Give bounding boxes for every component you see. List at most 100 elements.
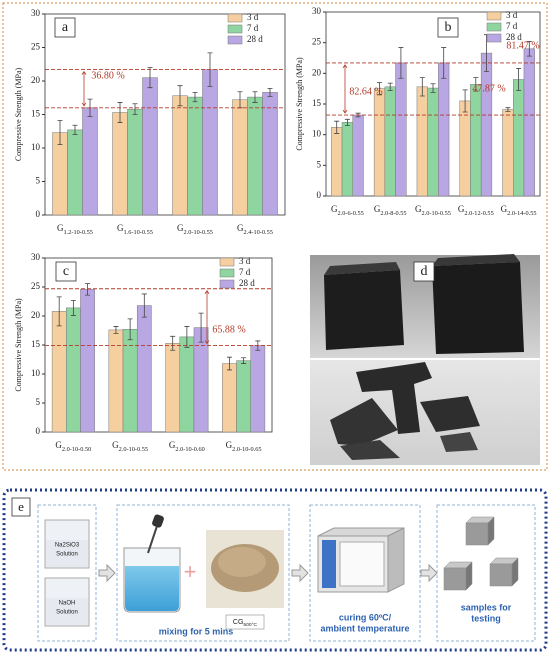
step-label: mixing for 5 mins xyxy=(159,626,234,636)
y-tick-label: 5 xyxy=(36,397,41,407)
legend-swatch xyxy=(219,279,235,289)
bar xyxy=(250,345,266,433)
bar xyxy=(179,336,195,433)
y-tick-label: 20 xyxy=(312,67,322,77)
legend-label: 28 d xyxy=(506,32,522,42)
error-bar xyxy=(344,118,350,126)
bar xyxy=(236,360,251,433)
annotation: 65.88 % xyxy=(212,324,245,335)
legend-swatch xyxy=(227,24,243,34)
error-bar xyxy=(57,120,63,146)
error-bar xyxy=(85,283,91,296)
error-bar xyxy=(387,82,393,91)
annotation: 82.64 % xyxy=(349,86,382,97)
y-tick-label: 30 xyxy=(31,252,41,262)
solution-name: Na2SiO3 xyxy=(55,543,80,549)
annotation: 36.80 % xyxy=(91,70,124,81)
error-bar xyxy=(198,312,204,343)
x-tick-label: G2.0-12-0.55 xyxy=(458,204,494,217)
bar xyxy=(352,114,364,197)
error-bar xyxy=(241,357,247,364)
bar xyxy=(222,363,237,433)
powder-label: CG500°C xyxy=(233,619,258,628)
y-tick-label: 20 xyxy=(31,75,41,85)
y-tick-label: 5 xyxy=(317,159,322,169)
x-tick-label: G2.0-10-0.50 xyxy=(55,440,91,453)
error-bar xyxy=(170,335,176,351)
bar xyxy=(331,127,343,197)
bar xyxy=(502,109,514,197)
legend-label: 7 d xyxy=(247,23,259,33)
bar xyxy=(373,88,386,197)
bar xyxy=(142,77,158,216)
x-tick-label: G2.0-14-0.55 xyxy=(501,204,537,217)
bar xyxy=(438,62,450,197)
x-tick-label: G2.0-10-0.55 xyxy=(177,223,213,236)
legend-label: 7 d xyxy=(506,21,518,31)
y-tick-label: 10 xyxy=(312,129,322,139)
solution-name: NaOH xyxy=(59,601,76,607)
x-tick-label: G1.2-10-0.55 xyxy=(57,223,93,236)
error-bar xyxy=(192,91,198,103)
error-bar xyxy=(419,77,425,97)
error-bar xyxy=(334,120,340,134)
annotation-arrow xyxy=(204,290,210,345)
bar xyxy=(51,311,67,433)
panel-label: a xyxy=(62,20,69,35)
bar xyxy=(262,92,278,216)
step-label: curing 60ºC/ xyxy=(339,612,392,622)
error-bar xyxy=(147,67,153,89)
error-bar xyxy=(70,299,76,316)
bar xyxy=(480,52,493,197)
error-bar xyxy=(473,77,479,92)
x-tick-label: G2.0-10-0.55 xyxy=(415,204,451,217)
annotation: 47.87 % xyxy=(472,83,505,94)
bar xyxy=(122,329,138,433)
error-bar xyxy=(252,91,258,103)
photo: d xyxy=(310,254,540,465)
error-bar xyxy=(377,82,382,96)
legend-swatch xyxy=(219,257,235,267)
panel-label: b xyxy=(445,20,452,35)
panel-label: c xyxy=(63,264,69,279)
y-tick-label: 15 xyxy=(31,109,41,119)
x-tick-label: G2.0-10-0.55 xyxy=(112,440,148,453)
x-tick-label: G2.0-6-0.55 xyxy=(331,204,364,217)
step-label: testing xyxy=(471,613,501,623)
annotation-arrow xyxy=(81,70,87,107)
y-tick-label: 30 xyxy=(31,8,41,18)
bar xyxy=(202,69,218,216)
error-bar xyxy=(56,296,62,327)
x-tick-label: G2.4-10-0.55 xyxy=(237,223,273,236)
panel-border xyxy=(2,2,548,471)
bar xyxy=(247,96,263,216)
diagram: e Na2SiO3 Solution NaOH Solution + CG500… xyxy=(2,488,548,652)
error-bar xyxy=(177,85,183,107)
error-bar xyxy=(226,356,232,371)
x-tick-label: G2.0-10-0.60 xyxy=(169,440,205,453)
panel-label-box xyxy=(55,261,77,282)
bar xyxy=(513,79,525,197)
legend-swatch xyxy=(486,11,502,21)
bar xyxy=(66,307,81,433)
y-axis-label: Compressive Strength (MPa) xyxy=(14,68,23,162)
error-bar xyxy=(462,89,468,113)
error-bar xyxy=(267,87,273,97)
bar xyxy=(187,96,203,216)
step-label: samples for xyxy=(461,602,512,612)
legend-label: 3 d xyxy=(247,12,259,22)
y-tick-label: 25 xyxy=(31,42,41,52)
error-bar xyxy=(430,83,436,93)
y-tick-label: 5 xyxy=(36,176,41,186)
y-tick-label: 30 xyxy=(312,6,322,16)
bar xyxy=(80,289,95,433)
y-tick-label: 25 xyxy=(31,281,41,291)
panel-label: d xyxy=(421,264,428,279)
bar xyxy=(395,62,407,197)
bar xyxy=(427,87,439,197)
y-axis-label: Compressive Strength (MPa) xyxy=(295,57,304,151)
legend-label: 7 d xyxy=(239,267,251,277)
y-tick-label: 10 xyxy=(31,142,41,152)
error-bar xyxy=(132,103,138,115)
